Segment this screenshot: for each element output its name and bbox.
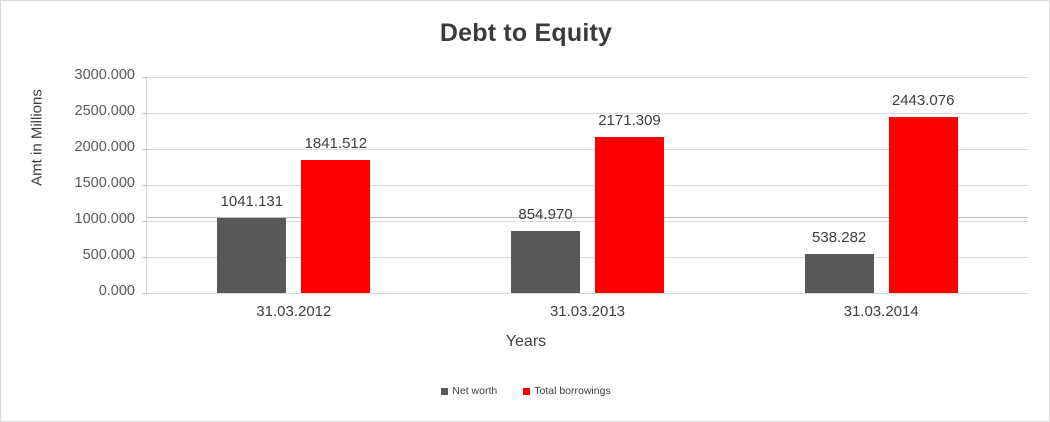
bar-total-borrowings[interactable] xyxy=(888,117,958,293)
legend-swatch-icon xyxy=(441,387,449,395)
y-axis-tick-label: 0.000 xyxy=(98,283,135,299)
y-axis-tick-label: 3000.000 xyxy=(74,67,135,83)
y-tick-mark xyxy=(142,257,147,258)
bar-data-label: 2171.309 xyxy=(598,111,661,129)
gridline xyxy=(147,293,1028,294)
bar-total-borrowings[interactable] xyxy=(595,136,664,293)
legend-item[interactable]: Net worth xyxy=(441,385,497,397)
x-axis-category-label: 31.03.2013 xyxy=(549,303,626,320)
bar-data-label: 2443.076 xyxy=(891,92,955,110)
bar-net-worth[interactable] xyxy=(217,218,287,293)
y-axis-tick-label: 1000.000 xyxy=(74,211,135,227)
bar-data-label: 1841.512 xyxy=(304,135,368,153)
bar-net-worth[interactable] xyxy=(804,254,874,293)
bar-data-label: 1041.131 xyxy=(220,193,284,211)
x-axis-category-label: 31.03.2014 xyxy=(843,303,919,320)
bar-data-label: 854.970 xyxy=(518,206,573,224)
x-axis-baseline xyxy=(147,217,1028,218)
bar-total-borrowings[interactable] xyxy=(301,160,371,293)
y-tick-mark xyxy=(142,113,147,114)
y-tick-mark xyxy=(142,185,147,186)
y-axis-tick-label: 2000.000 xyxy=(74,139,135,155)
legend-item[interactable]: Total borrowings xyxy=(523,385,611,397)
legend-swatch-icon xyxy=(523,387,531,395)
gridline xyxy=(147,185,1028,186)
bar-data-label: 538.282 xyxy=(812,229,867,247)
gridline xyxy=(147,149,1028,150)
y-tick-mark xyxy=(142,293,147,294)
y-axis-tick-label: 500.000 xyxy=(82,247,135,263)
gridline xyxy=(147,77,1028,78)
gridline xyxy=(147,113,1028,114)
y-tick-mark xyxy=(142,221,147,222)
legend-label: Net worth xyxy=(452,385,498,397)
gridline xyxy=(147,257,1028,258)
x-axis-category-label: 31.03.2012 xyxy=(256,303,332,320)
x-axis-title: Years xyxy=(505,333,547,350)
y-axis-tick-label: 2500.000 xyxy=(74,103,135,119)
legend-label: Total borrowings xyxy=(534,385,611,397)
chart-title: Debt to Equity xyxy=(439,19,613,47)
y-tick-mark xyxy=(142,77,147,78)
chart-legend: Net worth Total borrowings xyxy=(1,385,1049,397)
gridline xyxy=(147,221,1028,222)
plot-area xyxy=(142,77,1028,294)
y-axis-tick-label: 1500.000 xyxy=(74,175,135,191)
bar-net-worth[interactable] xyxy=(511,231,580,293)
y-tick-mark xyxy=(142,149,147,150)
